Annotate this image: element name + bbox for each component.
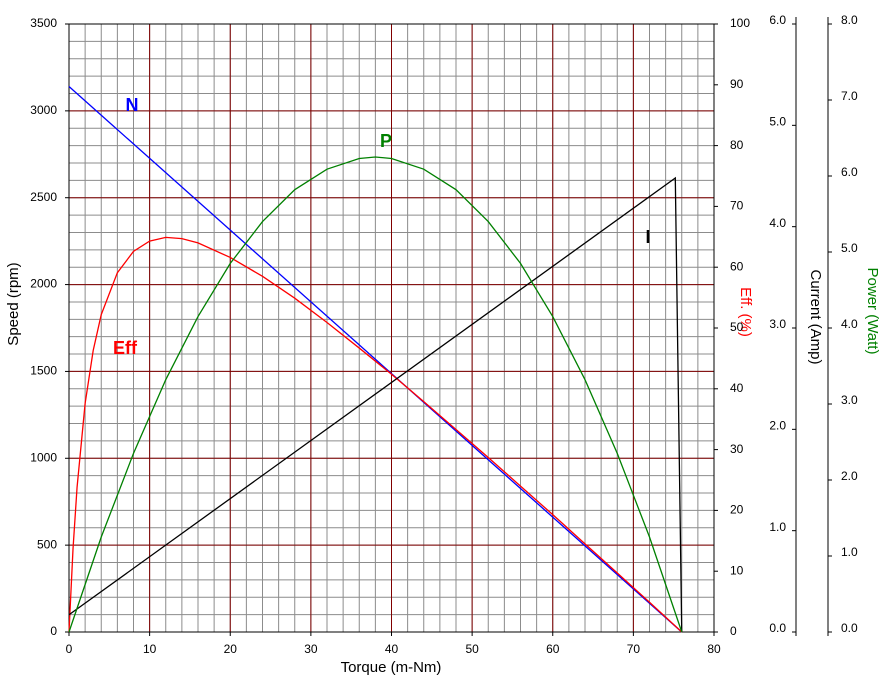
y4-tick-label: 2.0 xyxy=(841,469,858,483)
y2-tick-label: 30 xyxy=(730,442,744,456)
series-label: P xyxy=(380,131,392,151)
y4-tick-label: 5.0 xyxy=(841,241,858,255)
y4-tick-label: 8.0 xyxy=(841,13,858,27)
y2-tick-label: 70 xyxy=(730,199,744,213)
y-tick-label: 3500 xyxy=(30,16,57,30)
y4-axis-title: Power (Watt) xyxy=(864,268,881,355)
y4-tick-label: 4.0 xyxy=(841,317,858,331)
y4-tick-label: 1.0 xyxy=(841,545,858,559)
series-line xyxy=(68,86,683,633)
y2-tick-label: 20 xyxy=(730,503,744,517)
y-tick-label: 2500 xyxy=(30,190,57,204)
series-label: Eff xyxy=(113,338,138,358)
y2-tick-label: 90 xyxy=(730,77,744,91)
y4-tick-label: 6.0 xyxy=(841,165,858,179)
series-line xyxy=(68,176,683,633)
y-tick-label: 2000 xyxy=(30,277,57,291)
series-line xyxy=(68,156,683,633)
y3-axis-title: Current (Amp) xyxy=(807,269,824,364)
y3-tick-label: 4.0 xyxy=(769,216,786,230)
y-tick-label: 3000 xyxy=(30,103,57,117)
series-label: I xyxy=(645,227,650,247)
x-tick-label: 10 xyxy=(143,642,157,656)
y4-tick-label: 0.0 xyxy=(841,621,858,635)
x-tick-label: 20 xyxy=(224,642,238,656)
x-tick-label: 70 xyxy=(627,642,641,656)
y-tick-label: 0 xyxy=(50,624,57,638)
y3-tick-label: 6.0 xyxy=(769,13,786,27)
x-tick-label: 30 xyxy=(304,642,318,656)
y3-tick-label: 1.0 xyxy=(769,520,786,534)
x-tick-label: 60 xyxy=(546,642,560,656)
y3-tick-label: 3.0 xyxy=(769,317,786,331)
y2-axis-title: Eff. (%) xyxy=(737,287,754,337)
y-tick-label: 500 xyxy=(37,537,57,551)
y2-tick-label: 0 xyxy=(730,624,737,638)
y2-tick-label: 100 xyxy=(730,16,750,30)
series-line xyxy=(68,236,683,633)
y-tick-label: 1500 xyxy=(30,364,57,378)
y3-tick-label: 5.0 xyxy=(769,115,786,129)
y2-tick-label: 50 xyxy=(730,320,744,334)
x-tick-label: 50 xyxy=(465,642,479,656)
x-tick-label: 0 xyxy=(66,642,73,656)
x-tick-label: 40 xyxy=(385,642,399,656)
y-axis-title: Speed (rpm) xyxy=(5,262,22,345)
y3-tick-label: 2.0 xyxy=(769,419,786,433)
y2-tick-label: 10 xyxy=(730,563,744,577)
y-tick-label: 1000 xyxy=(30,450,57,464)
y4-tick-label: 3.0 xyxy=(841,393,858,407)
y2-tick-label: 80 xyxy=(730,138,744,152)
y2-tick-label: 60 xyxy=(730,259,744,273)
y3-tick-label: 0.0 xyxy=(769,621,786,635)
x-tick-label: 80 xyxy=(707,642,721,656)
y4-tick-label: 7.0 xyxy=(841,89,858,103)
series-label: N xyxy=(126,95,139,115)
x-axis-title: Torque (m-Nm) xyxy=(341,659,442,676)
y2-tick-label: 40 xyxy=(730,381,744,395)
